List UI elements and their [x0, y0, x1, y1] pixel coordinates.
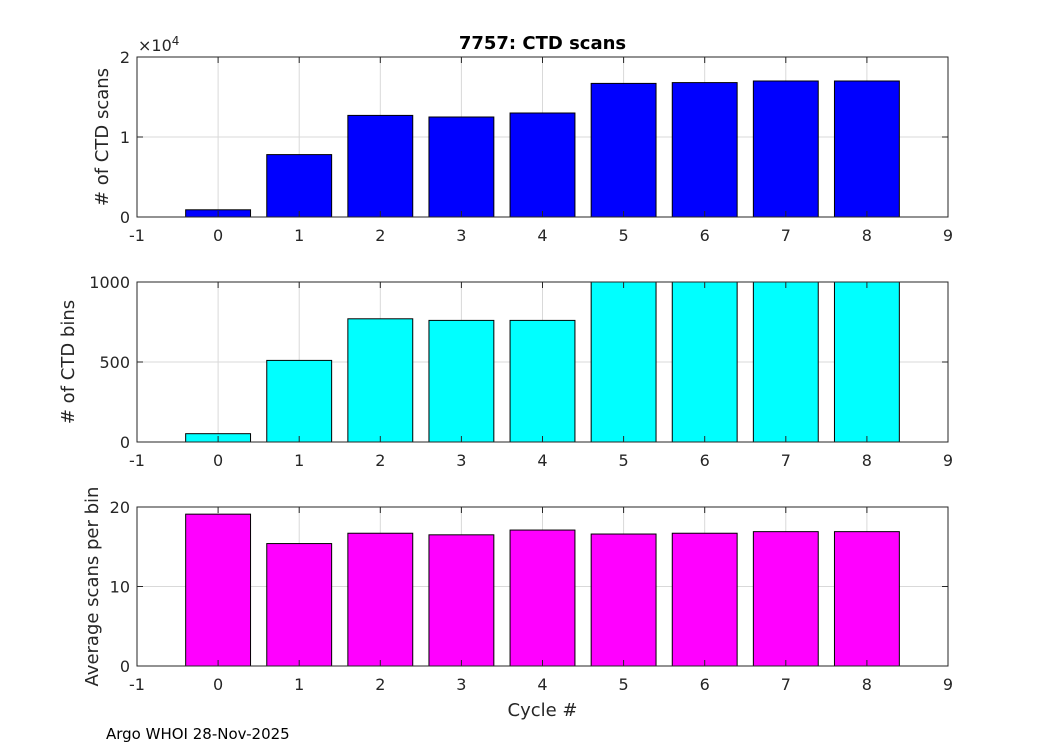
x-tick-label: 3: [456, 226, 466, 245]
bar-cycle-2: [347, 114, 414, 218]
bar-cycle-1: [266, 543, 333, 667]
x-tick-label: 9: [943, 675, 953, 694]
x-tick-label: 4: [537, 451, 547, 470]
bar-cycle-5: [590, 533, 657, 667]
y-tick-label: 1000: [89, 273, 130, 292]
x-tick-label: 3: [456, 451, 466, 470]
x-tick-label: 4: [537, 226, 547, 245]
x-tick-label: 5: [619, 451, 629, 470]
bar-cycle-3: [428, 319, 495, 443]
bar-cycle-3: [428, 534, 495, 667]
y-tick-label: 0: [120, 208, 130, 227]
x-tick-label: 7: [781, 675, 791, 694]
bar-cycle-4: [509, 529, 576, 667]
y-tick-label: 1: [120, 128, 130, 147]
exponent-label: ×104: [138, 34, 179, 55]
y-tick-label: 2: [120, 48, 130, 67]
bar-cycle-8: [833, 80, 900, 218]
x-tick-label: 7: [781, 451, 791, 470]
bar-cycle-8: [833, 531, 900, 667]
y-tick-label: 500: [99, 353, 130, 372]
bar-cycle-2: [347, 318, 414, 443]
x-tick-label: 1: [294, 675, 304, 694]
bar-cycle-2: [347, 532, 414, 667]
bar-cycle-6: [671, 532, 738, 667]
x-tick-label: 8: [862, 451, 872, 470]
bar-cycle-6: [671, 82, 738, 218]
bar-cycle-5: [590, 281, 657, 443]
x-tick-label: -1: [129, 675, 145, 694]
bar-cycle-7: [752, 281, 819, 443]
x-tick-label: 8: [862, 675, 872, 694]
bar-cycle-5: [590, 82, 657, 218]
y-axis-label: # of CTD scans: [92, 68, 113, 206]
x-tick-label: -1: [129, 451, 145, 470]
x-tick-label: 6: [700, 226, 710, 245]
x-tick-label: 0: [213, 226, 223, 245]
bar-cycle-8: [833, 281, 900, 443]
x-tick-label: 3: [456, 675, 466, 694]
y-axis-label: Average scans per bin: [82, 487, 103, 687]
bar-cycle-0: [185, 513, 252, 667]
x-tick-label: 2: [375, 226, 385, 245]
bar-cycle-6: [671, 281, 738, 443]
y-axis-label: # of CTD bins: [58, 300, 79, 424]
bar-cycle-7: [752, 80, 819, 218]
chart-title: 7757: CTD scans: [459, 33, 626, 54]
y-tick-label: 10: [110, 578, 130, 597]
x-tick-label: 7: [781, 226, 791, 245]
bar-cycle-4: [509, 319, 576, 443]
y-tick-label: 0: [120, 657, 130, 676]
x-tick-label: 4: [537, 675, 547, 694]
bar-cycle-3: [428, 116, 495, 218]
x-tick-label: -1: [129, 226, 145, 245]
x-tick-label: 9: [943, 451, 953, 470]
x-tick-label: 0: [213, 451, 223, 470]
footer-text: Argo WHOI 28-Nov-2025: [106, 725, 290, 743]
x-tick-label: 2: [375, 675, 385, 694]
x-tick-label: 6: [700, 451, 710, 470]
bar-cycle-7: [752, 531, 819, 667]
x-axis-label: Cycle #: [508, 700, 578, 721]
bar-cycle-4: [509, 112, 576, 218]
x-tick-label: 1: [294, 226, 304, 245]
x-tick-label: 0: [213, 675, 223, 694]
x-tick-label: 9: [943, 226, 953, 245]
x-tick-label: 5: [619, 226, 629, 245]
y-tick-label: 20: [110, 498, 130, 517]
x-tick-label: 2: [375, 451, 385, 470]
x-tick-label: 8: [862, 226, 872, 245]
x-tick-label: 6: [700, 675, 710, 694]
y-tick-label: 0: [120, 433, 130, 452]
bar-cycle-1: [266, 154, 333, 218]
x-tick-label: 1: [294, 451, 304, 470]
bar-cycle-1: [266, 359, 333, 443]
x-tick-label: 5: [619, 675, 629, 694]
